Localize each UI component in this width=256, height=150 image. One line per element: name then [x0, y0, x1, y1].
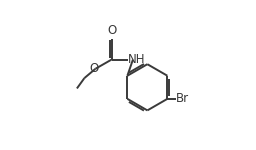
- Text: O: O: [108, 24, 117, 37]
- Text: O: O: [89, 62, 98, 75]
- Text: Br: Br: [176, 92, 189, 105]
- Text: NH: NH: [128, 53, 146, 66]
